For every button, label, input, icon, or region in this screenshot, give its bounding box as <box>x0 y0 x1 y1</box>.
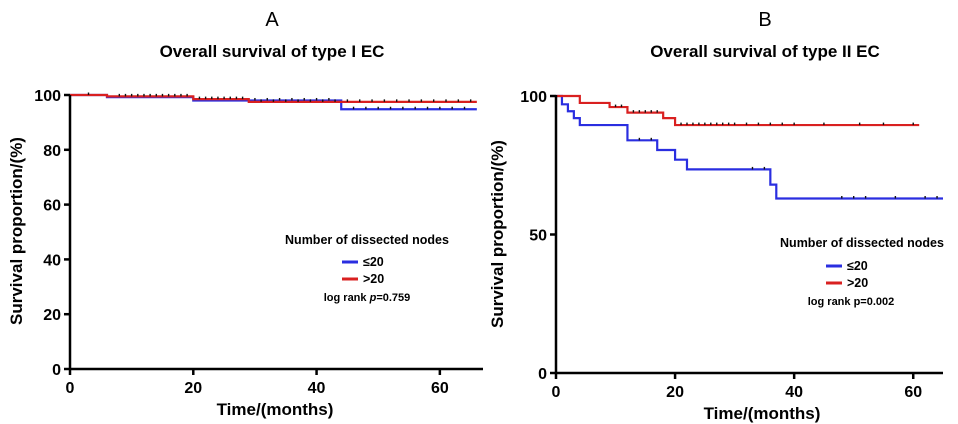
panel-b-y-tick-label: 0 <box>538 366 547 383</box>
panel-b-series-le20-line <box>556 94 943 200</box>
panel-b-x-tick-label: 60 <box>904 384 922 401</box>
panel-a-legend-title: Number of dissected nodes <box>285 233 449 247</box>
panel-b-letter: B <box>758 9 771 31</box>
panel-a-legend: Number of dissected nodes ≤20 >20 log ra… <box>285 233 449 304</box>
panel-a-title: Overall survival of type I EC <box>160 42 385 61</box>
panel-b-y-tick-label: 100 <box>520 89 547 106</box>
panel-b: B Overall survival of type II EC 0 20 40 60… <box>488 9 944 423</box>
panel-a-log-rank-p: p <box>369 292 377 304</box>
panel-a-legend-label-le20: ≤20 <box>363 255 384 269</box>
panel-b-ticks: 0 20 40 60 0 50 100 <box>520 89 922 401</box>
panel-a-log-rank-prefix: log rank <box>324 292 370 304</box>
panel-b-legend-label-le20: ≤20 <box>847 259 868 273</box>
panel-a-y-tick-label: 0 <box>52 362 61 379</box>
panel-a-plot <box>70 92 477 111</box>
panel-a-y-tick-label: 40 <box>43 252 61 269</box>
panel-b-plot <box>556 94 943 200</box>
panel-a-log-rank-value: =0.759 <box>376 292 410 304</box>
panel-a-letter: A <box>265 9 279 31</box>
panel-a-y-tick-label: 100 <box>34 88 61 105</box>
panel-a-x-tick-label: 20 <box>184 380 202 397</box>
panel-a-legend-label-gt20: >20 <box>363 272 384 286</box>
panel-a-series-gt20-line <box>70 93 477 103</box>
panel-a-x-tick-label: 40 <box>308 380 326 397</box>
panel-a-y-tick-label: 60 <box>43 198 61 215</box>
panel-b-y-tick-label: 50 <box>529 228 547 245</box>
panel-a-y-axis-label: Survival proportion/(%) <box>7 137 26 325</box>
panel-b-y-axis-label: Survival proportion/(%) <box>488 140 507 328</box>
panel-b-x-axis-label: Time/(months) <box>704 404 821 423</box>
panel-a-y-tick-label: 20 <box>43 307 61 324</box>
panel-b-x-tick-label: 40 <box>785 384 803 401</box>
panel-b-legend: Number of dissected nodes ≤20 >20 log ra… <box>780 236 944 308</box>
panel-a-x-axis-label: Time/(months) <box>217 400 334 419</box>
panel-a: A Overall survival of type I EC 0 20 40 600… <box>7 9 483 419</box>
panel-b-x-tick-label: 0 <box>552 384 561 401</box>
panel-a-x-tick-label: 60 <box>431 380 449 397</box>
panel-b-legend-title: Number of dissected nodes <box>780 236 944 250</box>
panel-a-y-tick-label: 80 <box>43 143 61 160</box>
panel-b-title: Overall survival of type II EC <box>650 42 880 61</box>
panel-b-x-tick-label: 20 <box>666 384 684 401</box>
panel-b-series-gt20-line <box>556 94 920 127</box>
panel-b-legend-label-gt20: >20 <box>847 276 868 290</box>
panel-b-log-rank-note: log rank p=0.002 <box>808 296 895 308</box>
panel-a-log-rank-note: log rank p=0.759 <box>324 292 411 304</box>
panel-a-x-tick-label: 0 <box>66 380 75 397</box>
panel-a-ticks: 0 20 40 60 0 20 40 60 80 100 <box>34 88 449 397</box>
